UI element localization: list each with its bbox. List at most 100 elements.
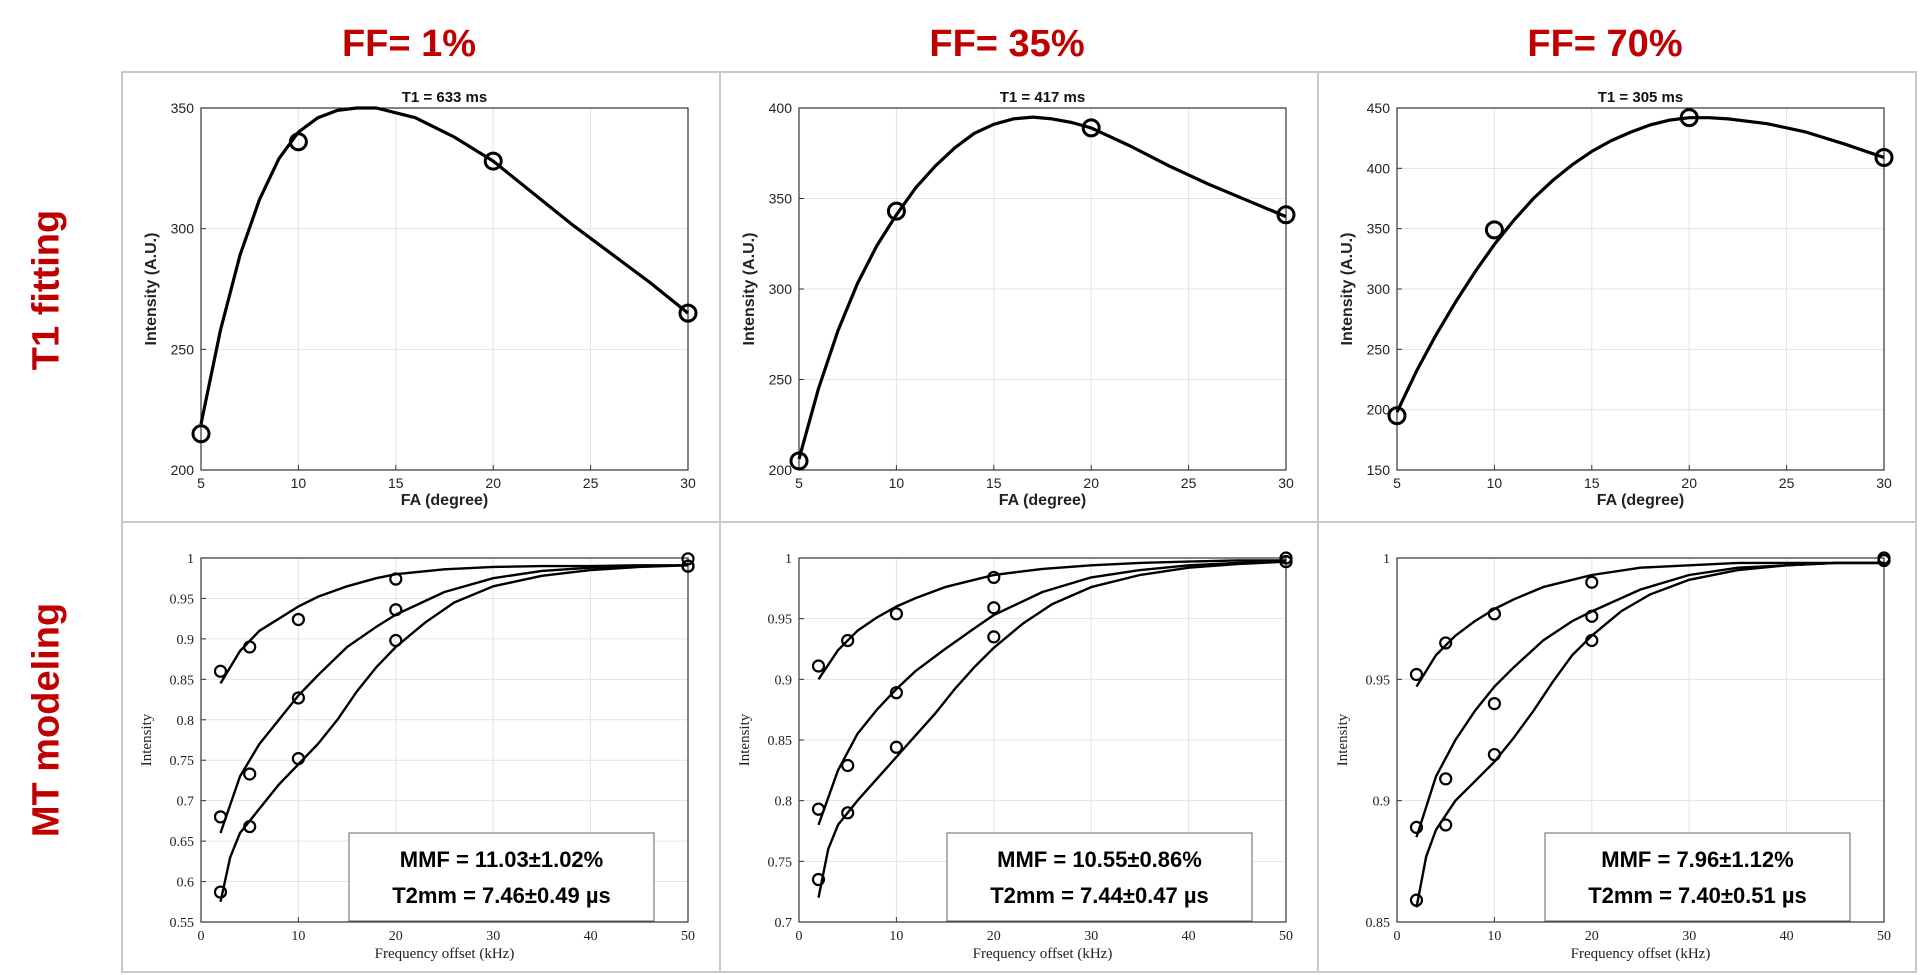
y-tick-label: 200 xyxy=(769,462,793,478)
x-tick-label: 10 xyxy=(291,475,307,491)
data-point xyxy=(389,633,403,648)
data-point xyxy=(1409,893,1424,907)
annotation-mmf: MMF = 10.55±0.86% xyxy=(997,847,1202,872)
x-tick-label: 30 xyxy=(1084,929,1098,944)
data-point xyxy=(678,303,698,323)
column-header-ff35: FF= 35% xyxy=(929,23,1085,65)
y-tick-label: 1 xyxy=(785,552,792,567)
y-axis-label: Intensity xyxy=(139,713,155,766)
y-tick-label: 0.7 xyxy=(775,916,793,931)
x-tick-label: 20 xyxy=(1681,475,1697,491)
x-axis-label: Frequency offset (kHz) xyxy=(973,946,1113,962)
annotation-mmf: MMF = 11.03±1.02% xyxy=(400,847,603,872)
data-point xyxy=(1487,696,1502,711)
data-point xyxy=(841,806,855,820)
data-point xyxy=(288,132,308,152)
y-tick-label: 0.9 xyxy=(177,633,195,648)
panel-t1-ff1: 5 10 15 20 25 30 200 250 300 350 FA (degree) Intens… xyxy=(143,89,698,509)
data-point xyxy=(681,559,695,573)
y-tick-label: 400 xyxy=(1367,160,1391,176)
data-point xyxy=(243,640,257,654)
y-tick-label: 0.7 xyxy=(177,795,195,810)
data-point xyxy=(681,552,695,566)
y-tick-label: 0.9 xyxy=(1373,795,1391,810)
y-tick-label: 300 xyxy=(769,281,793,297)
y-tick-label: 0.55 xyxy=(170,916,195,931)
data-point xyxy=(1585,609,1599,623)
data-point xyxy=(1487,747,1502,762)
x-tick-label: 20 xyxy=(1083,475,1099,491)
x-tick-label: 10 xyxy=(1487,929,1501,944)
data-point xyxy=(1585,633,1599,648)
y-tick-label: 1 xyxy=(187,552,194,567)
y-tick-label: 150 xyxy=(1367,462,1391,478)
data-point xyxy=(1409,820,1424,834)
data-point xyxy=(1387,406,1407,426)
fit-curve-series-2 xyxy=(817,560,1287,826)
data-point xyxy=(889,686,904,700)
plot-area xyxy=(200,557,689,923)
annotation-box xyxy=(1544,832,1851,922)
data-point xyxy=(811,802,826,816)
y-tick-label: 250 xyxy=(171,341,195,357)
column-header-ff70: FF= 70% xyxy=(1527,23,1683,65)
x-tick-label: 30 xyxy=(1278,475,1294,491)
y-tick-label: 300 xyxy=(171,221,195,237)
y-tick-label: 0.9 xyxy=(775,673,793,688)
data-point xyxy=(889,740,904,754)
fit-curve-series-1 xyxy=(219,564,688,685)
y-tick-label: 0.95 xyxy=(1366,673,1391,688)
x-tick-label: 25 xyxy=(583,475,599,491)
data-point xyxy=(1279,555,1293,569)
fit-curve-series-1 xyxy=(1415,561,1884,688)
y-axis-label: Intensity (A.U.) xyxy=(1339,233,1356,346)
data-point xyxy=(1585,575,1599,589)
x-tick-label: 50 xyxy=(1877,929,1891,944)
y-tick-label: 350 xyxy=(769,191,793,207)
annotation-box xyxy=(946,832,1253,922)
y-axis-label: Intensity xyxy=(1335,713,1351,766)
x-tick-label: 25 xyxy=(1181,475,1197,491)
panel-t1-ff70: 5 10 15 20 25 30 150 200 250 300 350 400 450 FA (degr… xyxy=(1339,89,1894,509)
plot-area xyxy=(200,107,689,471)
x-tick-label: 25 xyxy=(1779,475,1795,491)
y-tick-label: 300 xyxy=(1367,281,1391,297)
fit-curve xyxy=(797,115,1287,460)
annotation-t2mm: T2mm = 7.40±0.51 µs xyxy=(1588,883,1807,908)
chart-title: T1 = 305 ms xyxy=(1598,89,1683,106)
fit-curve xyxy=(199,106,690,425)
annotation-box xyxy=(348,832,655,922)
x-tick-label: 20 xyxy=(987,929,1001,944)
x-axis-label: FA (degree) xyxy=(401,492,488,509)
data-point xyxy=(1487,607,1502,621)
data-point xyxy=(213,810,228,824)
fit-curve-series-3 xyxy=(817,560,1287,898)
data-point xyxy=(886,201,906,221)
x-tick-label: 40 xyxy=(1182,929,1196,944)
y-tick-label: 200 xyxy=(1367,402,1391,418)
x-tick-label: 10 xyxy=(889,929,903,944)
x-tick-label: 20 xyxy=(389,929,403,944)
data-point xyxy=(789,451,809,471)
data-point xyxy=(243,767,257,781)
y-tick-label: 450 xyxy=(1367,100,1391,116)
chart-title: T1 = 417 ms xyxy=(1000,89,1085,106)
y-tick-label: 0.8 xyxy=(177,714,195,729)
x-tick-label: 0 xyxy=(796,929,803,944)
x-axis-label: FA (degree) xyxy=(999,492,1086,509)
y-tick-label: 0.8 xyxy=(775,795,793,810)
y-tick-label: 0.85 xyxy=(768,734,793,749)
panel-mt-ff35: 0 10 20 30 40 50 0.7 0.75 0.8 0.85 0.9 0.95 1 Frequen… xyxy=(737,551,1293,962)
data-point xyxy=(987,601,1001,615)
data-point xyxy=(841,758,855,773)
fit-curve xyxy=(1395,116,1885,413)
annotation-t2mm: T2mm = 7.44±0.47 µs xyxy=(990,883,1209,908)
data-point xyxy=(483,151,503,171)
data-point xyxy=(213,664,228,678)
x-tick-label: 15 xyxy=(1584,475,1600,491)
x-axis-label: Frequency offset (kHz) xyxy=(1571,946,1711,962)
data-point xyxy=(841,633,855,648)
data-point xyxy=(889,607,904,621)
data-point xyxy=(291,752,305,766)
